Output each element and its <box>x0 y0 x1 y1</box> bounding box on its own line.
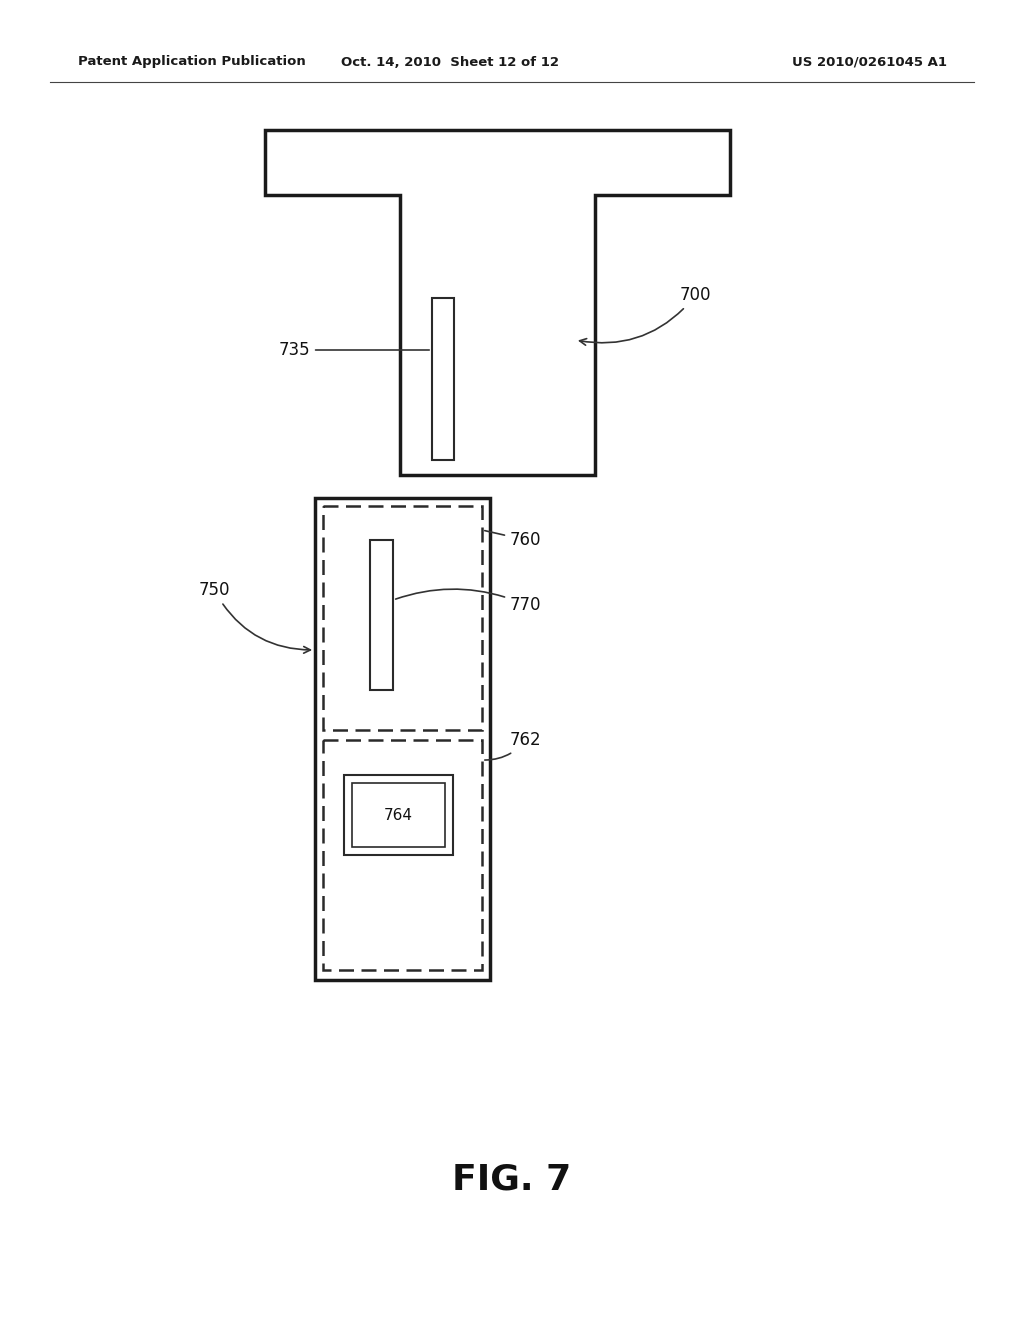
Text: 750: 750 <box>199 581 310 653</box>
Bar <box>323 741 482 970</box>
Text: Patent Application Publication: Patent Application Publication <box>78 55 306 69</box>
Bar <box>432 298 454 459</box>
Text: 735: 735 <box>279 341 429 359</box>
Text: 700: 700 <box>580 286 712 346</box>
Text: US 2010/0261045 A1: US 2010/0261045 A1 <box>793 55 947 69</box>
Bar <box>323 506 482 730</box>
Text: 764: 764 <box>384 808 413 822</box>
Text: Oct. 14, 2010  Sheet 12 of 12: Oct. 14, 2010 Sheet 12 of 12 <box>341 55 559 69</box>
Bar <box>370 540 393 690</box>
Text: 770: 770 <box>395 589 542 614</box>
Bar <box>352 783 445 847</box>
Polygon shape <box>265 129 730 475</box>
Text: FIG. 7: FIG. 7 <box>453 1163 571 1197</box>
Text: 762: 762 <box>484 731 542 760</box>
Text: 760: 760 <box>484 531 542 549</box>
Bar <box>344 775 453 855</box>
Bar <box>315 498 490 979</box>
